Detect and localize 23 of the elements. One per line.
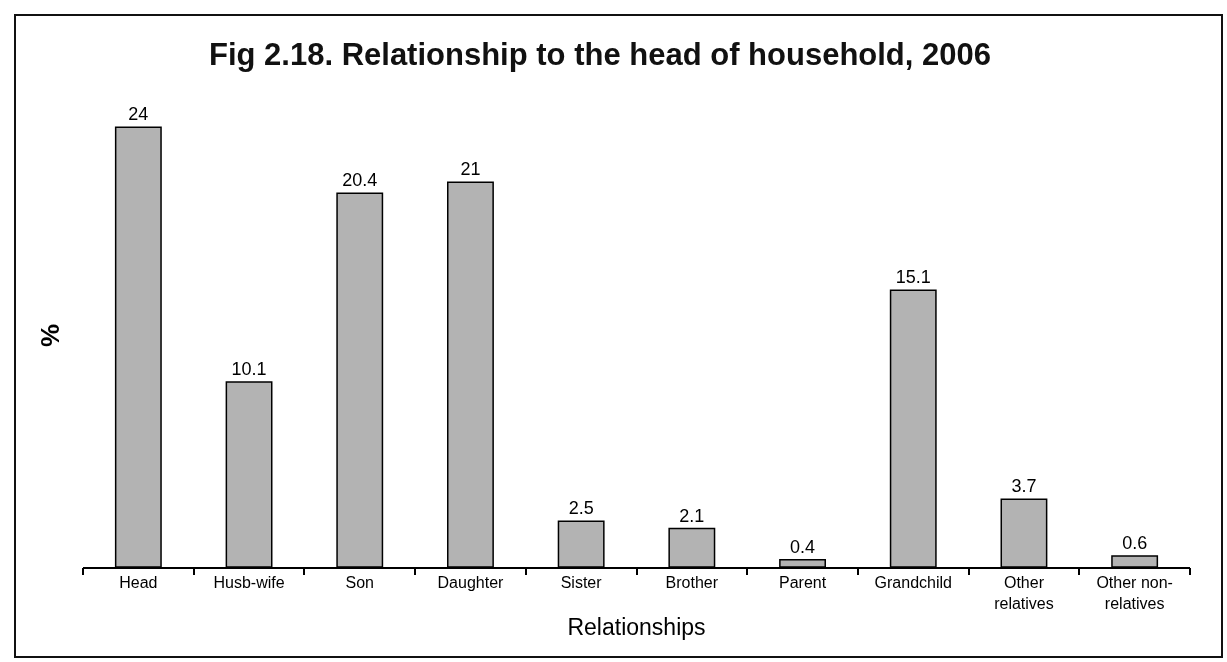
x-tick-label: Son [345, 574, 374, 592]
x-tick-label: Sister [560, 574, 603, 592]
x-tick-label: Other relatives [994, 574, 1054, 612]
x-axis-title: Relationships [567, 614, 706, 641]
data-label: 3.7 [1011, 476, 1037, 497]
data-label: 0.6 [1122, 533, 1148, 553]
data-label: 10.1 [231, 358, 267, 379]
data-label: 21 [460, 159, 481, 180]
x-tick-label: Parent [778, 574, 827, 592]
x-tick-label: Husb-wife [213, 574, 285, 592]
x-tick-label: Grandchild [874, 574, 952, 592]
data-label: 15.1 [895, 267, 931, 288]
data-label: 2.5 [568, 498, 594, 519]
data-label: 20.4 [342, 170, 378, 191]
x-tick-label: Daughter [437, 574, 505, 592]
chart-title: Fig 2.18. Relationship to the head of household, 2006 [208, 36, 992, 72]
x-tick-label: Other non-relatives [1096, 574, 1173, 612]
data-label: 0.4 [790, 536, 816, 557]
x-tick-label: Head [119, 574, 158, 592]
data-label: 2.1 [679, 505, 705, 526]
data-label: 24 [128, 104, 149, 125]
x-tick-label: Brother [665, 574, 719, 592]
y-axis-title: % [35, 323, 66, 348]
